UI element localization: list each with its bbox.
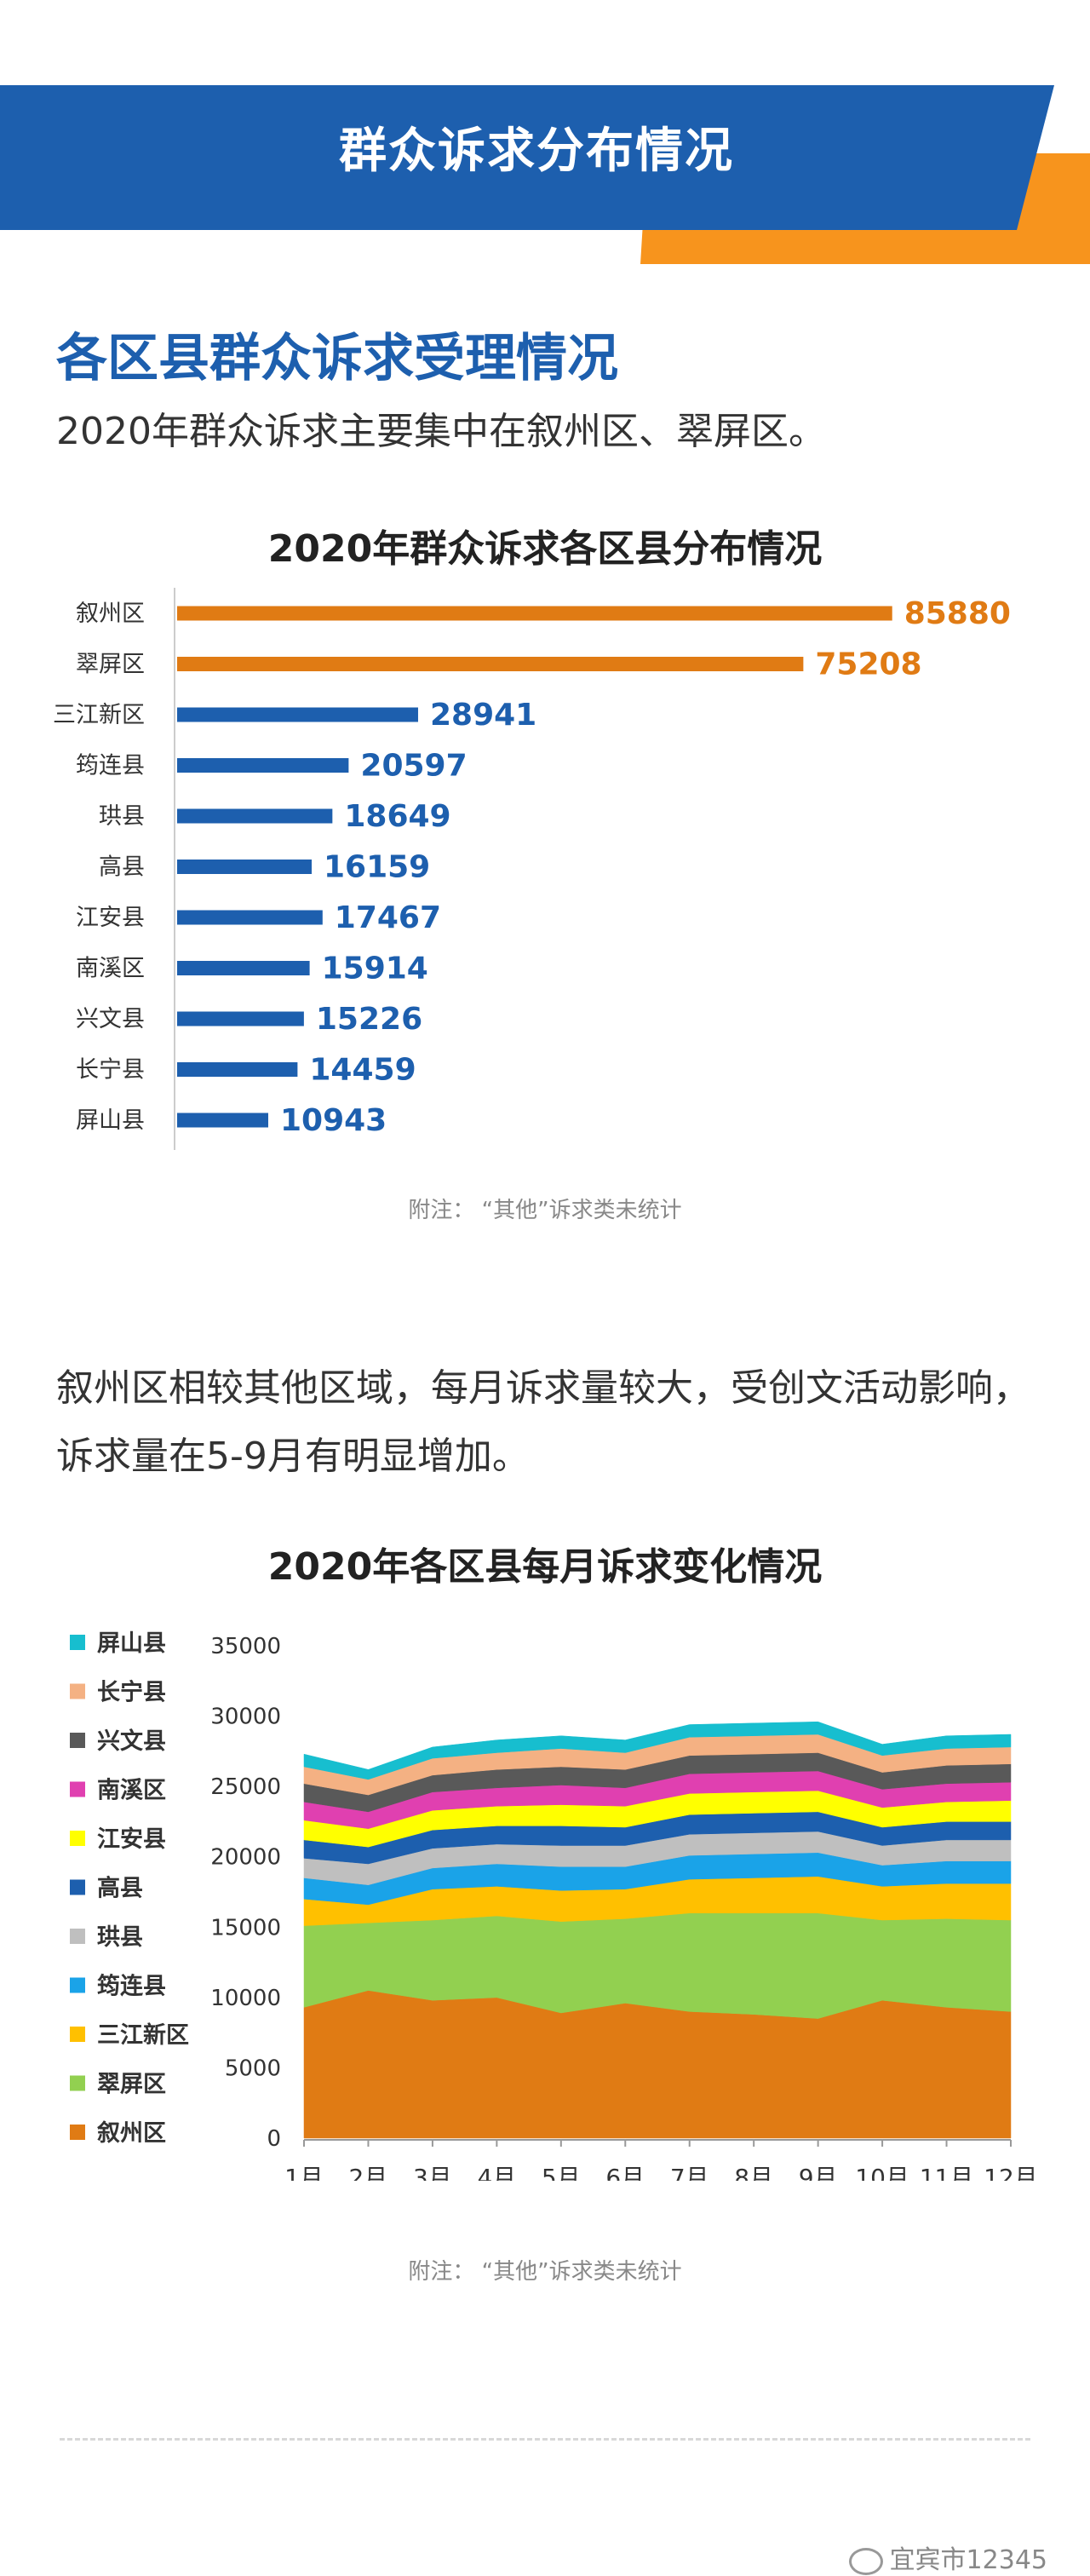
legend-label: 江安县	[97, 1826, 166, 1853]
bar	[177, 1011, 304, 1026]
bar	[177, 758, 349, 773]
title-banner	[0, 85, 1090, 264]
x-tick-label: 2月	[349, 2164, 388, 2181]
y-tick-label: 25000	[210, 1774, 281, 1800]
x-tick-label: 3月	[413, 2164, 452, 2181]
bar	[177, 707, 418, 722]
legend-label: 三江新区	[97, 2021, 189, 2049]
category-label: 三江新区	[53, 702, 145, 728]
section-heading: 各区县群众诉求受理情况	[56, 329, 618, 388]
divider	[60, 2438, 1030, 2441]
section2-paragraph: 叙州区相较其他区域，每月诉求量较大，受创文活动影响，诉求量在5-9月有明显增加。	[56, 1366, 1030, 1478]
banner-title: 群众诉求分布情况	[339, 124, 734, 179]
legend-label: 屏山县	[97, 1630, 166, 1657]
legend-label: 长宁县	[97, 1679, 166, 1706]
legend-swatch	[70, 1879, 85, 1895]
bar	[177, 606, 892, 621]
legend-swatch	[70, 1831, 85, 1846]
category-label: 屏山县	[76, 1107, 145, 1134]
legend-swatch	[70, 1683, 85, 1699]
category-label: 兴文县	[76, 1006, 145, 1032]
x-tick-label: 11月	[920, 2164, 974, 2181]
y-tick-label: 20000	[210, 1845, 281, 1871]
y-tick-label: 15000	[210, 1915, 281, 1941]
bar	[177, 808, 333, 824]
category-label: 叙州区	[76, 601, 145, 627]
data-label: 18649	[344, 799, 450, 834]
x-tick-label: 12月	[984, 2164, 1038, 2181]
bar	[177, 657, 804, 671]
area-series	[303, 1721, 1012, 1780]
category-label: 江安县	[76, 905, 145, 931]
bar-chart-note: 附注： “其他”诉求类未统计	[408, 1198, 682, 1223]
area-chart-note: 附注： “其他”诉求类未统计	[408, 2259, 682, 2285]
x-tick-label: 8月	[734, 2164, 773, 2181]
y-tick-label: 30000	[210, 1705, 281, 1730]
bar	[177, 1062, 298, 1077]
legend-label: 翠屏区	[97, 2072, 166, 2098]
data-label: 17467	[335, 900, 441, 935]
data-label: 15226	[316, 1002, 422, 1037]
legend-label: 珙县	[97, 1924, 143, 1951]
category-label: 珙县	[99, 803, 145, 830]
category-label: 南溪区	[76, 956, 145, 982]
legend-swatch	[70, 1781, 85, 1797]
legend-swatch	[70, 2125, 85, 2140]
banner-blue-band	[0, 85, 1054, 230]
legend-label: 筠连县	[97, 1973, 166, 2000]
legend-swatch	[70, 2075, 85, 2091]
legend-swatch	[70, 1635, 85, 1650]
data-label: 20597	[360, 749, 467, 784]
bar	[177, 1113, 268, 1128]
legend-swatch	[70, 1977, 85, 1993]
data-label: 16159	[324, 850, 430, 885]
category-label: 高县	[99, 854, 145, 881]
y-tick-label: 0	[267, 2126, 281, 2152]
category-label: 翠屏区	[76, 652, 145, 678]
data-label: 10943	[280, 1103, 387, 1138]
category-label: 筠连县	[76, 753, 145, 779]
y-tick-label: 10000	[210, 1986, 281, 2011]
data-label: 28941	[430, 698, 536, 733]
legend-label: 兴文县	[97, 1728, 166, 1755]
legend-swatch	[70, 1929, 85, 1944]
x-tick-label: 1月	[284, 2164, 324, 2181]
banner-shape	[0, 85, 1090, 264]
x-tick-label: 7月	[670, 2164, 709, 2181]
x-tick-label: 6月	[605, 2164, 645, 2181]
bar	[177, 910, 323, 925]
area-series	[303, 1990, 1012, 2139]
legend-swatch	[70, 1733, 85, 1748]
bar-chart-title: 2020年群众诉求各区县分布情况	[267, 527, 823, 571]
x-tick-label: 10月	[855, 2164, 909, 2181]
area-chart-title: 2020年各区县每月诉求变化情况	[267, 1545, 823, 1589]
legend-label: 高县	[97, 1875, 143, 1902]
data-label: 15914	[322, 952, 428, 986]
legend-label: 叙州区	[97, 2120, 166, 2147]
x-tick-label: 5月	[542, 2164, 581, 2181]
wechat-icon	[848, 2547, 883, 2575]
data-label: 85880	[904, 596, 1011, 631]
section-description: 2020年群众诉求主要集中在叙州区、翠屏区。	[56, 410, 826, 453]
y-tick-label: 5000	[225, 2056, 281, 2081]
bar	[177, 860, 312, 874]
watermark: 宜宾市12345	[848, 2539, 1047, 2576]
watermark-text: 宜宾市12345	[889, 2545, 1047, 2575]
data-label: 75208	[815, 647, 921, 682]
bar	[177, 961, 310, 975]
x-tick-label: 4月	[477, 2164, 516, 2181]
bar-chart: 叙州区 85880 翠屏区 75208 三江新区 28941 筠连县 20597 珙县 18649…	[53, 588, 1011, 1150]
legend-swatch	[70, 2027, 85, 2042]
legend-label: 南溪区	[97, 1778, 166, 1804]
x-tick-label: 9月	[799, 2164, 838, 2181]
data-label: 14459	[309, 1053, 416, 1088]
area-chart: 0 5000 10000 15000 20000 25000 30000 35000 1月 2月 3…	[70, 1630, 1038, 2181]
category-label: 长宁县	[76, 1057, 145, 1084]
y-tick-label: 35000	[210, 1634, 281, 1659]
